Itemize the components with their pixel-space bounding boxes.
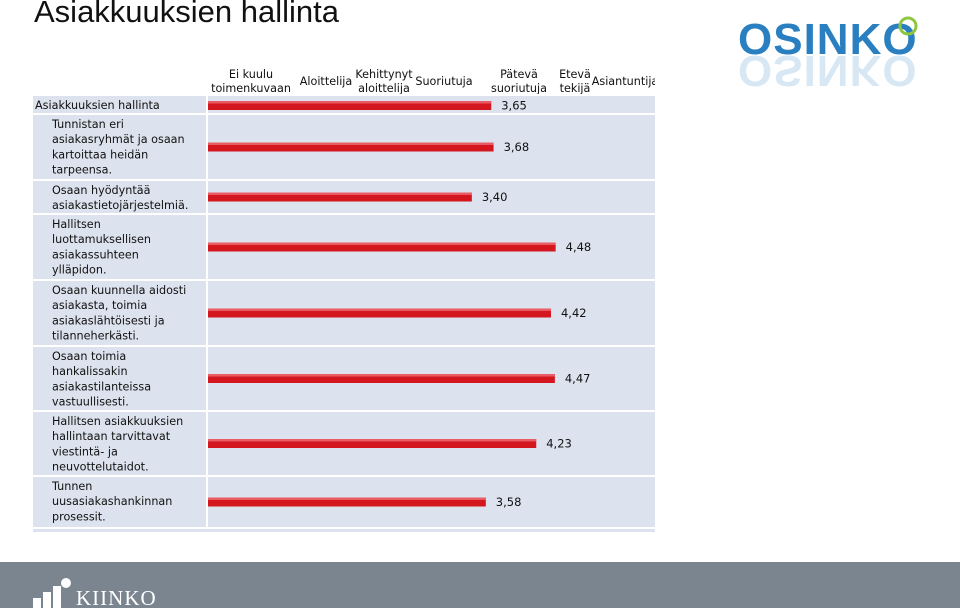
chart: Ei kuulu toimenkuvaan AloittelijaKehittyny… [33,62,655,532]
bar-highlight [208,242,556,245]
value-label: 3,65 [501,99,527,113]
footer-bar [0,562,960,608]
scale-label: Etevä tekijä [559,68,591,95]
category-label: Osaan toimia hankalissakin asiakastilantei… [52,350,151,409]
scale-label: Asiantuntija [592,75,655,88]
bar-highlight [208,439,537,442]
bar-highlight [208,192,472,195]
value-label: 3,68 [504,140,530,154]
chart-header-band [33,62,655,95]
footer-brand: KIINKO [76,586,157,610]
bar-highlight [208,497,486,500]
category-label: Hallitsen luottamuksellisen asiakassuhteen… [52,218,151,277]
kiinko-logo-icon [33,578,71,608]
bar-highlight [208,308,551,311]
category-label: Asiakkuuksien hallinta [35,99,160,112]
bar [208,308,551,318]
bar [208,439,537,448]
bar-highlight [208,142,494,145]
category-label: Osaan hyödyntää asiakastietojärjestelmiä. [52,184,188,212]
bar [208,192,472,202]
scale-label: Aloittelija [300,75,353,88]
bar [208,142,494,152]
scale-label: Suoriutuja [415,75,472,88]
bar [208,497,486,507]
value-label: 3,40 [482,190,508,204]
bar [208,374,555,383]
value-label: 4,48 [566,240,592,254]
bar-highlight [208,101,492,104]
osinko-logo: OSINKO OSINKO [738,15,918,94]
category-label: Tunnen uusasiakashankinnan prosessit. [51,480,172,523]
scale-label: Kehittynyt aloittelija [355,68,413,95]
category-label: Osaan kuunnella aidosti asiakasta, toimia… [52,284,186,343]
category-label: Tunnistan eri asiakasryhmät ja osaan karto… [51,118,185,177]
scale-label: Pätevä suoriutuja [491,68,547,95]
logo-accent-ring [898,16,918,36]
scale-label: Ei kuulu toimenkuvaan [211,68,291,95]
bar [208,242,556,252]
bar-highlight [208,374,555,377]
logo-reflection: OSINKO [738,46,918,94]
value-label: 4,47 [565,372,591,386]
logo-text: OSINKO [738,15,918,64]
slide-title: Asiakkuuksien hallinta [34,0,340,29]
value-label: 4,42 [561,306,587,320]
category-label: Hallitsen asiakkuuksien hallintaan tarvit… [52,415,183,474]
bar [208,101,492,110]
value-label: 3,58 [496,495,522,509]
value-label: 4,23 [546,437,572,451]
